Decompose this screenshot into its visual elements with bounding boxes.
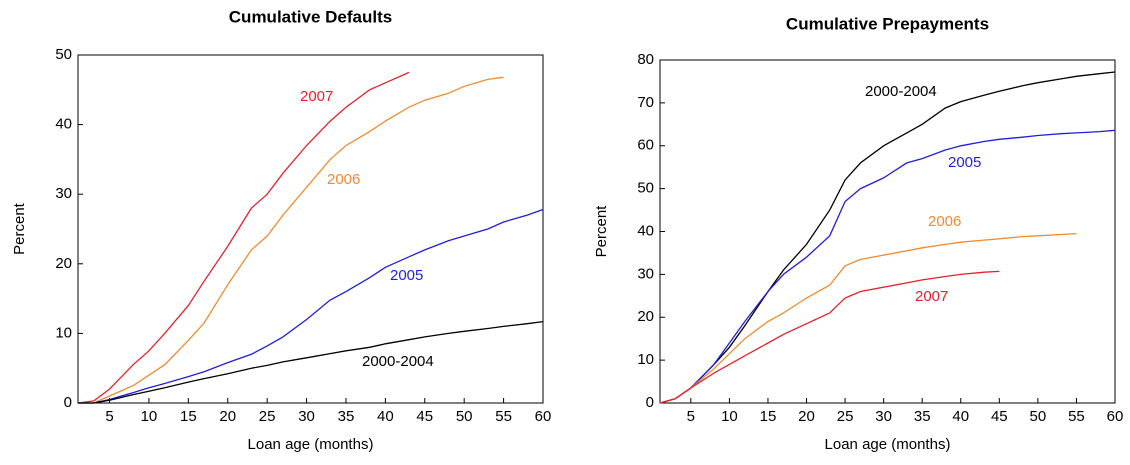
- series-label: 2006: [327, 171, 360, 188]
- y-tick-label: 60: [637, 137, 654, 154]
- series-label: 2000-2004: [865, 83, 937, 100]
- x-tick-label: 25: [837, 408, 854, 425]
- y-tick-label: 30: [55, 185, 72, 202]
- series-line: [659, 232, 1077, 404]
- x-tick-label: 50: [1030, 408, 1047, 425]
- series-line: [78, 320, 544, 404]
- x-tick-label: 55: [1068, 408, 1085, 425]
- x-tick-label: 35: [914, 408, 931, 425]
- series-label: 2005: [390, 267, 423, 284]
- chart-title: Cumulative Prepayments: [786, 14, 989, 33]
- y-tick-label: 20: [55, 255, 72, 272]
- y-tick-label: 50: [55, 46, 72, 63]
- y-tick-label: 10: [637, 351, 654, 368]
- x-tick-label: 15: [180, 408, 197, 425]
- x-tick-label: 5: [105, 408, 113, 425]
- series-label: 2000-2004: [362, 353, 434, 370]
- y-axis-label: Percent: [593, 205, 610, 258]
- y-tick-label: 20: [637, 308, 654, 325]
- series-line: [78, 76, 504, 404]
- series-line: [659, 129, 1116, 404]
- plot-frame: [77, 54, 544, 404]
- series-label: 2005: [948, 154, 981, 171]
- series-label: 2006: [928, 213, 961, 230]
- x-tick-label: 30: [875, 408, 892, 425]
- x-tick-label: 15: [760, 408, 777, 425]
- series-line: [659, 71, 1116, 404]
- y-tick-label: 40: [55, 116, 72, 133]
- y-tick-label: 80: [637, 51, 654, 68]
- x-tick-label: 50: [456, 408, 473, 425]
- x-tick-label: 35: [338, 408, 355, 425]
- plot-frame: [659, 59, 1116, 404]
- x-tick-label: 55: [495, 408, 512, 425]
- x-axis-label: Loan age (months): [248, 436, 374, 453]
- y-axis-label: Percent: [11, 202, 28, 255]
- series-line: [659, 270, 1000, 404]
- y-tick-label: 50: [637, 180, 654, 197]
- y-tick-label: 30: [637, 265, 654, 282]
- x-tick-label: 45: [991, 408, 1008, 425]
- x-tick-label: 20: [219, 408, 236, 425]
- x-tick-label: 60: [535, 408, 552, 425]
- y-tick-label: 0: [646, 394, 654, 411]
- series-label: 2007: [300, 88, 333, 105]
- y-tick-label: 70: [637, 94, 654, 111]
- x-tick-label: 40: [377, 408, 394, 425]
- chart-title: Cumulative Defaults: [229, 7, 392, 26]
- x-tick-label: 40: [952, 408, 969, 425]
- x-tick-label: 30: [298, 408, 315, 425]
- x-tick-label: 45: [416, 408, 433, 425]
- x-tick-label: 25: [259, 408, 276, 425]
- x-tick-label: 5: [687, 408, 695, 425]
- series-line: [78, 208, 544, 404]
- x-tick-label: 20: [798, 408, 815, 425]
- y-tick-label: 0: [64, 394, 72, 411]
- x-tick-label: 10: [721, 408, 738, 425]
- series-line: [77, 71, 410, 404]
- x-axis-label: Loan age (months): [825, 436, 951, 453]
- y-tick-label: 10: [55, 324, 72, 341]
- x-tick-label: 10: [141, 408, 158, 425]
- series-label: 2007: [915, 288, 948, 305]
- x-tick-label: 60: [1107, 408, 1124, 425]
- y-tick-label: 40: [637, 222, 654, 239]
